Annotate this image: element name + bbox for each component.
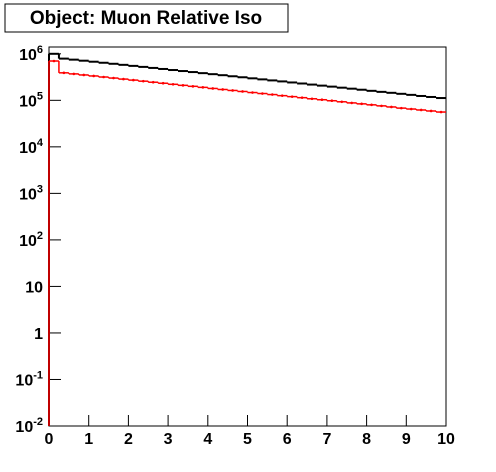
- y-tick-label: 104: [19, 137, 44, 157]
- bin-marker: [231, 89, 234, 92]
- bin-marker: [330, 99, 334, 103]
- bin-marker: [280, 94, 284, 97]
- y-tick-base: 10: [19, 47, 37, 64]
- bin-marker: [429, 109, 433, 113]
- step-connector: [48, 53, 438, 426]
- y-tick-label: 10-2: [15, 416, 43, 436]
- bin-marker: [201, 86, 205, 89]
- bin-marker: [271, 93, 274, 96]
- bin-marker: [132, 78, 135, 82]
- bin-marker: [419, 108, 423, 112]
- x-tick-label: 10: [437, 431, 455, 448]
- chart-title: Object: Muon Relative Iso: [30, 8, 262, 29]
- y-tick-base: 10: [19, 233, 37, 250]
- y-tick-exponent: 2: [37, 230, 43, 242]
- y-tick-exponent: 5: [37, 90, 43, 102]
- y-tick-exponent: 3: [37, 183, 43, 195]
- bin-marker: [82, 73, 86, 77]
- bin-marker: [62, 71, 66, 75]
- x-tick-label: 4: [203, 431, 212, 448]
- bin-marker: [122, 77, 125, 81]
- y-tick-exponent: 6: [37, 44, 43, 56]
- y-tick-base: 10: [19, 93, 37, 110]
- y-tick-label: 106: [19, 44, 43, 64]
- bin-marker: [112, 76, 115, 80]
- y-tick-label: 10-1: [15, 369, 43, 389]
- y-tick-label: 105: [19, 90, 43, 110]
- bin-marker: [439, 110, 443, 114]
- y-tick-base: 10: [15, 372, 33, 389]
- y-tick-label: 10: [25, 279, 43, 296]
- bin-marker: [290, 95, 294, 98]
- bin-marker: [370, 103, 373, 107]
- x-tick-label: 7: [322, 431, 331, 448]
- bin-marker: [320, 98, 324, 102]
- bin-marker: [241, 90, 244, 93]
- bin-marker: [310, 97, 314, 101]
- bin-marker: [380, 104, 383, 108]
- bin-marker: [102, 75, 105, 79]
- bin-marker: [261, 92, 264, 95]
- bin-marker: [409, 107, 413, 111]
- bin-marker: [400, 106, 403, 110]
- bin-marker: [161, 81, 165, 85]
- bin-marker: [300, 96, 304, 99]
- y-tick-exponent: 4: [37, 137, 44, 149]
- bin-marker: [92, 74, 95, 78]
- x-tick-label: 2: [124, 431, 133, 448]
- title-box: [4, 3, 289, 33]
- bin-marker: [221, 88, 224, 91]
- y-tick-exponent: -2: [33, 416, 43, 428]
- bin-marker: [52, 59, 56, 63]
- x-tick-label: 3: [164, 431, 173, 448]
- bin-marker: [171, 83, 175, 86]
- x-tick-label: 5: [243, 431, 252, 448]
- y-tick-label: 102: [19, 230, 43, 250]
- y-tick-label: 1: [34, 326, 43, 343]
- y-tick-base: 10: [19, 186, 37, 203]
- bin-marker: [191, 85, 195, 88]
- bin-marker: [360, 102, 363, 106]
- bin-marker: [181, 84, 185, 87]
- y-tick-base: 10: [15, 419, 33, 436]
- bin-marker: [141, 79, 145, 83]
- bin-marker: [390, 105, 393, 109]
- x-tick-label: 0: [45, 431, 54, 448]
- step-connector: [48, 61, 437, 426]
- bin-marker: [151, 80, 155, 84]
- bin-marker: [251, 91, 254, 94]
- y-tick-base: 10: [19, 140, 37, 157]
- x-tick-label: 8: [362, 431, 371, 448]
- x-tick-label: 1: [84, 431, 93, 448]
- bin-marker: [350, 101, 354, 105]
- x-tick-label: 9: [402, 431, 411, 448]
- y-tick-exponent: -1: [33, 369, 43, 381]
- x-tick-label: 6: [283, 431, 292, 448]
- plot-frame: [48, 46, 447, 427]
- bin-marker: [340, 100, 344, 104]
- y-tick-label: 103: [19, 183, 43, 203]
- bin-marker: [211, 87, 215, 90]
- bin-marker: [72, 72, 76, 76]
